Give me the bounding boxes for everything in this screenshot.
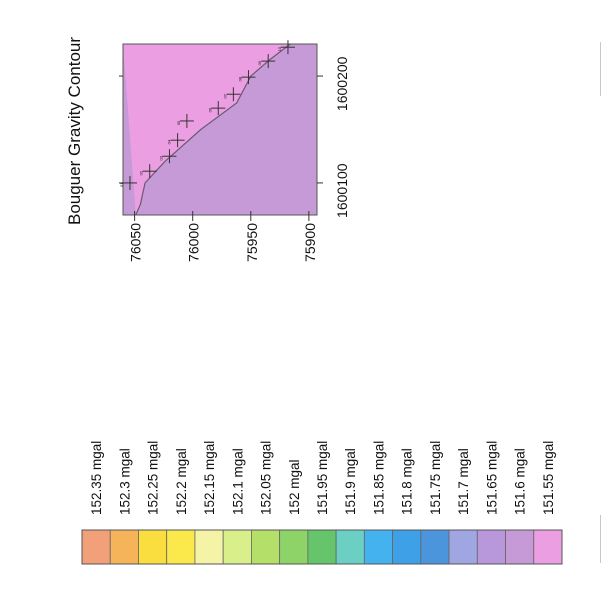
- page-edge: [600, 515, 601, 563]
- legend-swatch: [166, 529, 196, 565]
- station-label: 04: [167, 139, 172, 144]
- station-label: 07: [222, 93, 227, 98]
- legend-label: 152.05 mgal: [259, 441, 274, 515]
- legend-label: 152.2 mgal: [174, 448, 189, 515]
- legend-swatch: [251, 529, 281, 565]
- contour-region-upper: [123, 44, 317, 215]
- legend-label: 151.65 mgal: [484, 441, 499, 515]
- legend-swatch: [505, 529, 535, 565]
- chart-title: Bouguer Gravity Contour: [65, 37, 84, 225]
- legend-swatch: [476, 529, 506, 565]
- legend-label: 151.85 mgal: [371, 441, 386, 515]
- legend-swatch: [420, 529, 450, 565]
- legend-swatch: [392, 529, 422, 565]
- y-tick-label: 75900: [302, 223, 318, 262]
- legend-label: 152.25 mgal: [146, 441, 161, 515]
- y-tick-label: 76000: [186, 223, 202, 262]
- legend-label: 152.15 mgal: [202, 441, 217, 515]
- legend-swatch: [194, 529, 224, 565]
- station-label: 05: [176, 120, 181, 125]
- legend-swatch: [448, 529, 478, 565]
- plot-frame: [122, 43, 318, 216]
- legend-swatch: [307, 529, 337, 565]
- legend-label: 151.6 mgal: [513, 448, 528, 515]
- legend-label: 151.9 mgal: [343, 448, 358, 515]
- legend-frame: [81, 529, 563, 565]
- station-label: 01: [119, 182, 124, 187]
- legend-label: 151.55 mgal: [541, 441, 556, 515]
- legend-label: 152.35 mgal: [89, 441, 104, 515]
- y-tick-label: 75950: [244, 223, 260, 262]
- station-label: 08: [237, 76, 242, 81]
- legend-label: 152.3 mgal: [117, 448, 132, 515]
- station-label: 06: [207, 107, 212, 112]
- legend-label: 151.8 mgal: [400, 448, 415, 515]
- legend-swatch: [222, 529, 252, 565]
- legend-swatch: [138, 529, 168, 565]
- station-label: 03: [158, 155, 163, 160]
- x-tick-label: 1600100: [334, 163, 350, 218]
- legend-label: 151.75 mgal: [428, 441, 443, 515]
- legend-swatch: [533, 529, 563, 565]
- legend-swatch: [109, 529, 139, 565]
- page-edge: [600, 42, 601, 96]
- legend-swatch: [363, 529, 393, 565]
- y-tick-label: 76050: [128, 223, 144, 262]
- legend-swatch: [81, 529, 111, 565]
- legend-label: 151.95 mgal: [315, 441, 330, 515]
- station-label: 10: [277, 46, 282, 51]
- station-label: 09: [257, 60, 262, 65]
- legend-swatch: [279, 529, 309, 565]
- legend-swatch: [335, 529, 365, 565]
- contour-line: [135, 43, 291, 216]
- x-tick-label: 1600200: [334, 56, 350, 111]
- station-label: 02: [139, 170, 144, 175]
- legend-label: 151.7 mgal: [456, 448, 471, 515]
- legend-label: 152.1 mgal: [230, 448, 245, 515]
- legend-label: 152 mgal: [287, 459, 302, 515]
